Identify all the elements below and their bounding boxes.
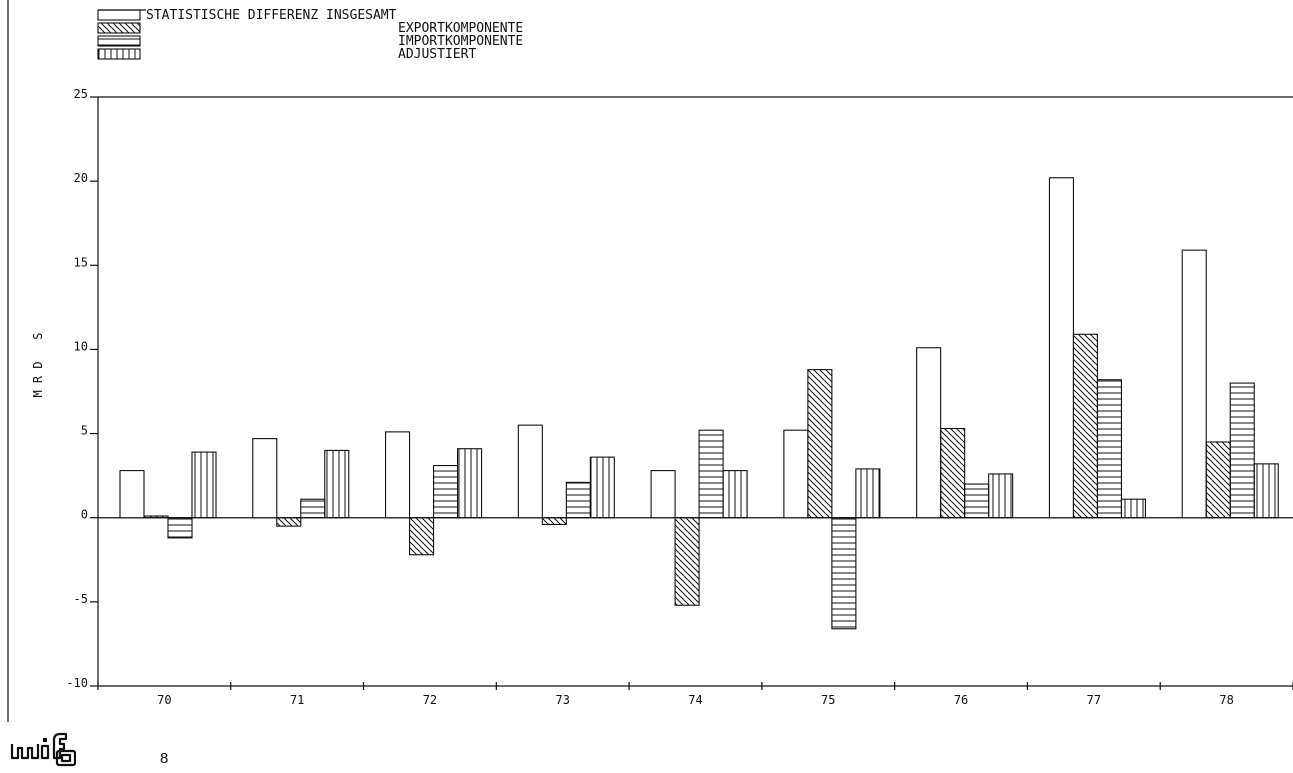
axes: -10 -5 0 5 10 15 20 25 70 71 72 73 74 75 76 77 78 [66, 87, 1293, 707]
x-tick-label: 72 [423, 693, 437, 707]
bar [433, 464, 459, 519]
bar [855, 468, 881, 519]
legend-swatch [97, 22, 141, 34]
y-tick-label: -10 [66, 676, 88, 690]
bar [807, 369, 833, 519]
bar [1096, 379, 1122, 519]
bars [119, 177, 1279, 630]
bar [324, 449, 350, 519]
x-tick-label: 75 [821, 693, 835, 707]
bar [276, 517, 302, 527]
x-tick-label: 73 [555, 693, 569, 707]
legend-label: IMPORTKOMPONENTE [398, 34, 523, 49]
x-tick-label: 70 [157, 693, 171, 707]
page-number: 8 [160, 750, 169, 767]
bar [964, 483, 990, 519]
bar [1072, 333, 1098, 519]
bar [143, 515, 169, 519]
bar [1253, 463, 1279, 519]
bar [1229, 382, 1255, 519]
bar [300, 498, 326, 519]
bar [940, 427, 966, 519]
bar [1181, 249, 1207, 519]
y-tick-label: 25 [74, 87, 88, 101]
bar [698, 429, 724, 519]
bar [831, 517, 857, 630]
legend-label: ADJUSTIERT [398, 47, 476, 62]
y-axis-label: M R D S [31, 332, 45, 397]
x-tick-label: 74 [688, 693, 702, 707]
bar [988, 473, 1014, 519]
x-tick-label: 71 [290, 693, 304, 707]
y-tick-label: 15 [74, 255, 88, 269]
x-tick-label: 76 [954, 693, 968, 707]
x-tick-label: 77 [1087, 693, 1101, 707]
x-tick-label: 78 [1219, 693, 1233, 707]
legend-swatch [97, 9, 141, 21]
bar [722, 470, 748, 519]
y-tick-label: 10 [74, 339, 88, 353]
bar [783, 429, 809, 519]
bar [674, 517, 700, 606]
bar [589, 456, 615, 519]
bar [1120, 498, 1146, 519]
bar [409, 517, 435, 556]
legend: STATISTISCHE DIFFERENZ INSGESAMTEXPORTKO… [97, 8, 523, 62]
legend-swatch [97, 35, 141, 47]
bar [1048, 177, 1074, 519]
bar [541, 517, 567, 525]
bar [191, 451, 217, 519]
bar [916, 347, 942, 519]
y-axis-label-text: M R D S [31, 332, 45, 397]
bar [385, 431, 411, 519]
bar [252, 438, 278, 519]
bar [119, 470, 145, 519]
y-tick-label: 0 [81, 508, 88, 522]
bar [650, 470, 676, 519]
bar [517, 424, 543, 519]
bar [1205, 441, 1231, 519]
bar [565, 481, 591, 519]
bar [457, 448, 483, 519]
y-tick-label: -5 [74, 592, 88, 606]
legend-label: STATISTISCHE DIFFERENZ INSGESAMT [146, 8, 397, 23]
bar [167, 517, 193, 539]
wifo-logo [10, 732, 76, 767]
y-tick-label: 20 [74, 171, 88, 185]
legend-label: EXPORTKOMPONENTE [398, 21, 523, 36]
legend-swatch [97, 48, 141, 60]
y-tick-label: 5 [81, 424, 88, 438]
